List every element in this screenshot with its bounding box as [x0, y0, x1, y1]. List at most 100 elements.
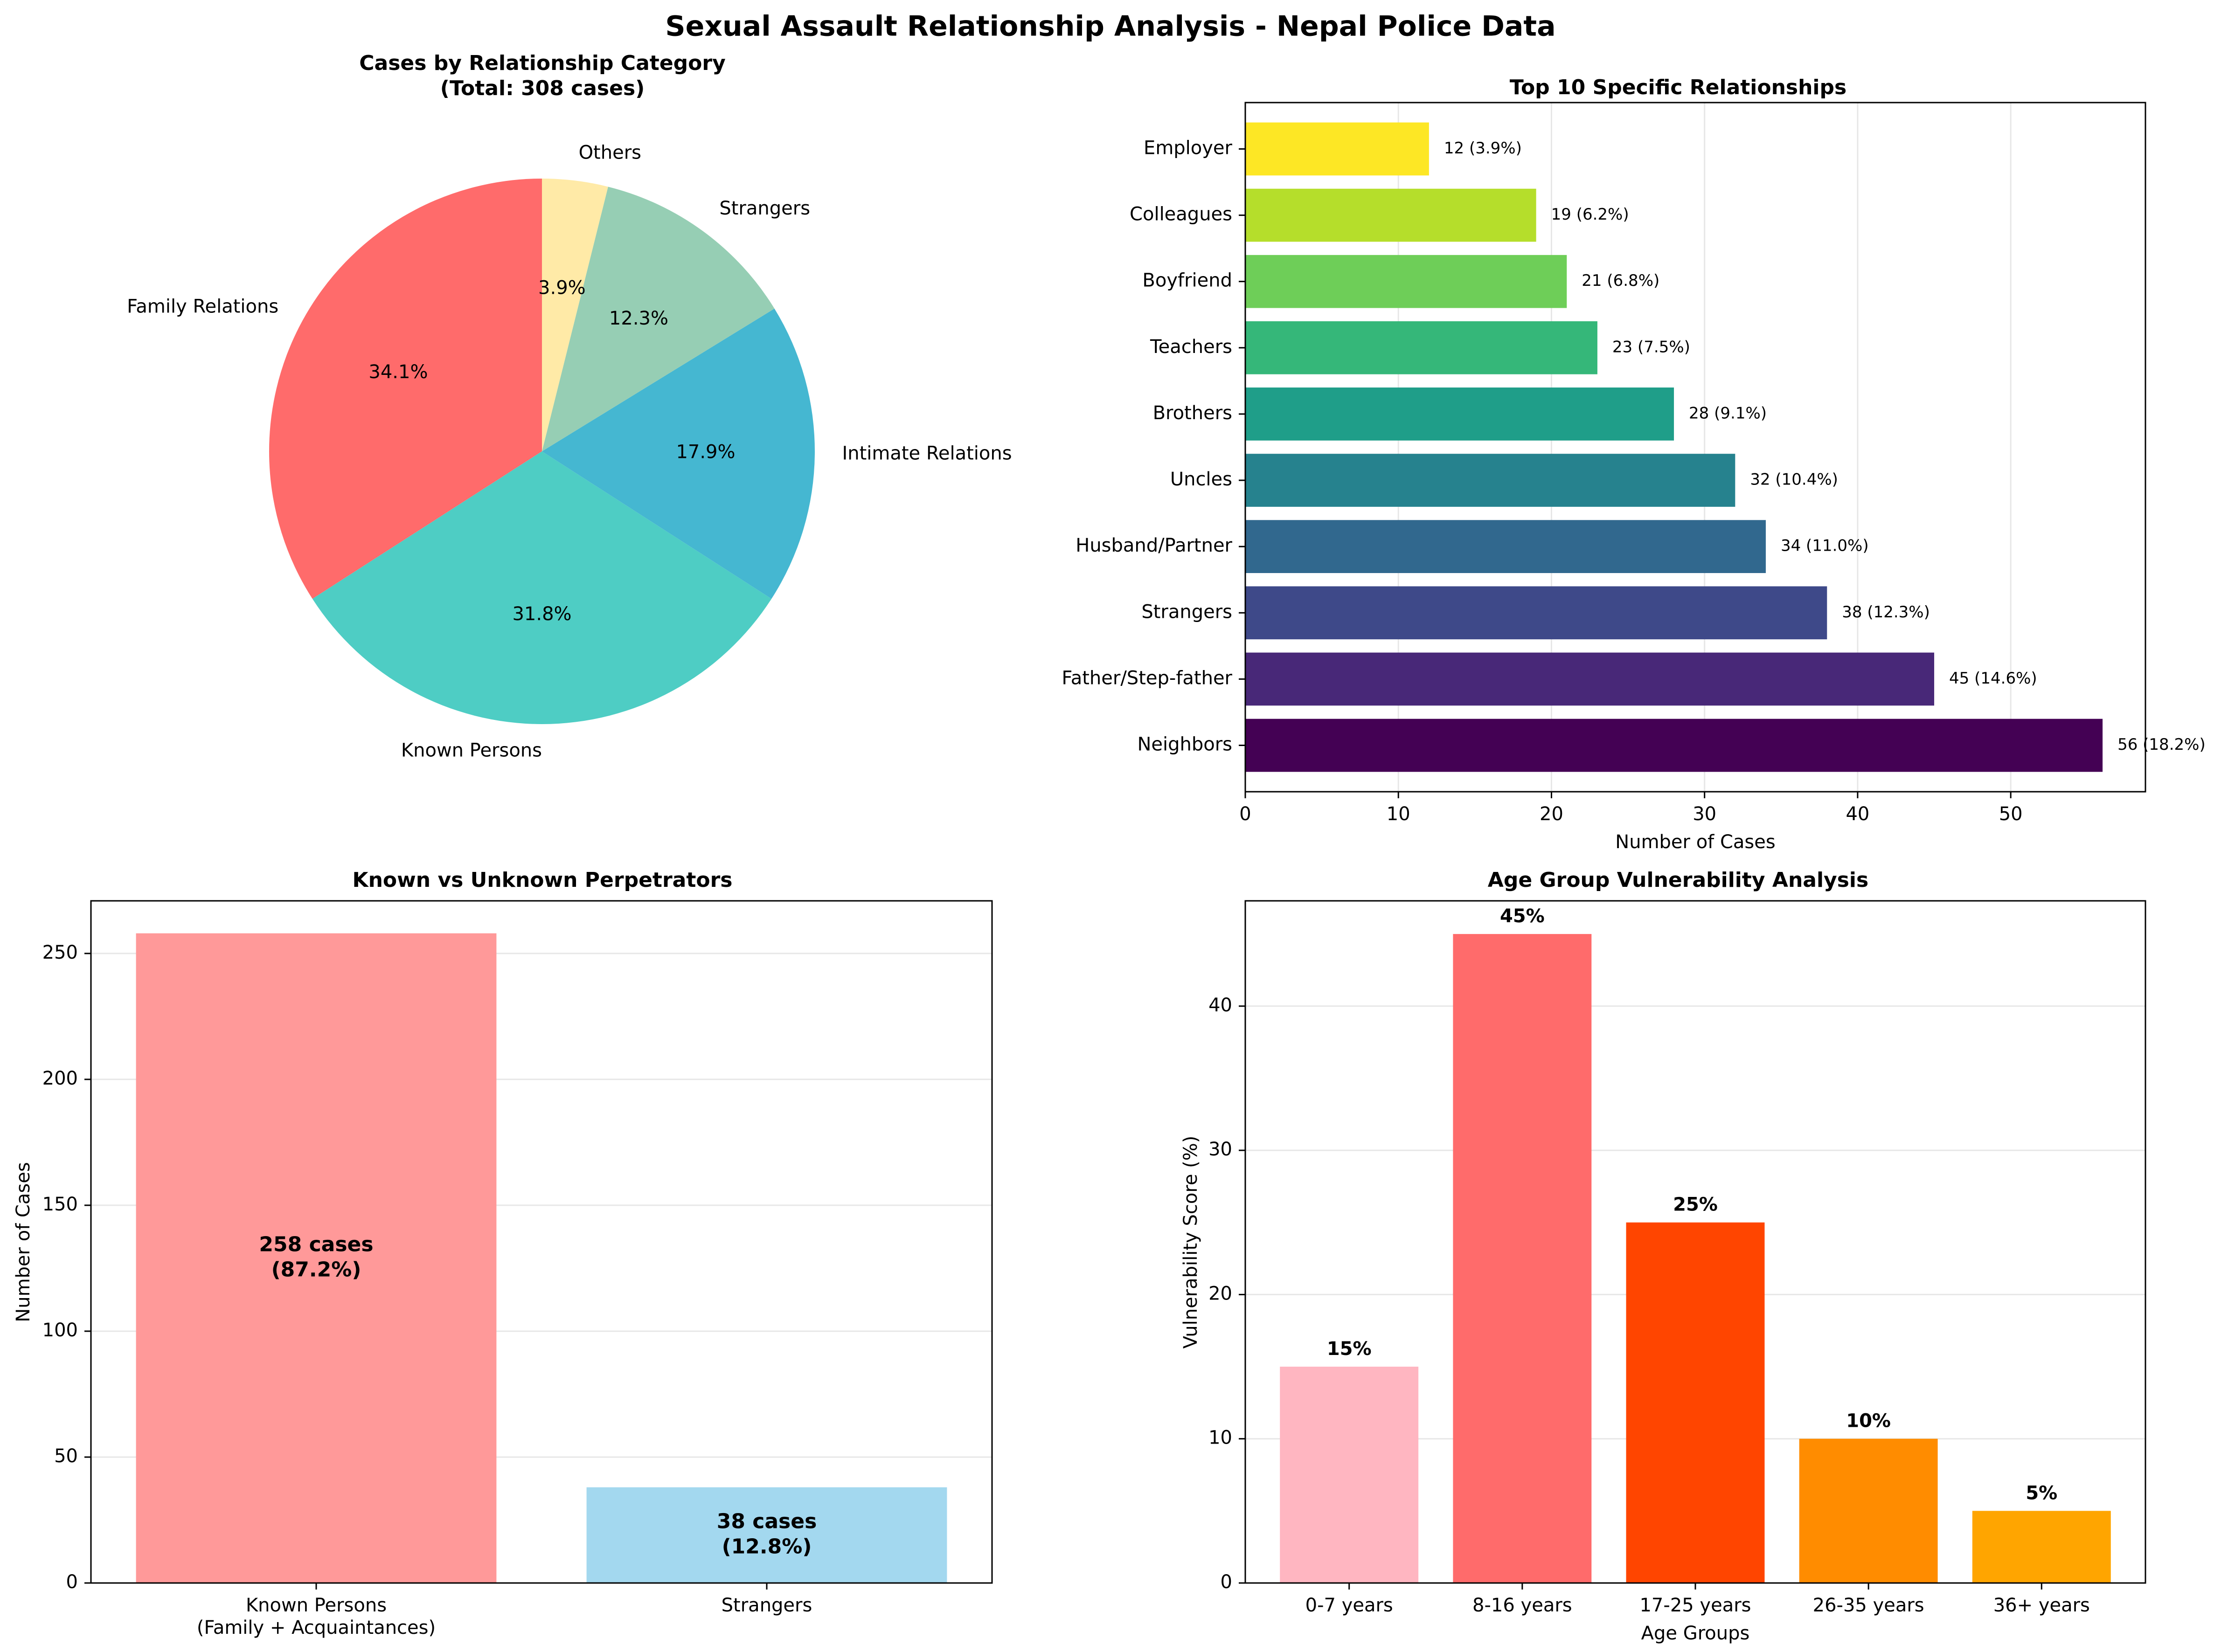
- age-bar-2: [1626, 1222, 1765, 1583]
- age-vulnerability-category-ticks: 0-7 years 8-16 years 17-25 years 26-35 year…: [1305, 1583, 2090, 1616]
- pie-category-label-3: Strangers: [719, 198, 810, 219]
- pie-slice-0: [269, 179, 542, 599]
- hbar-bar-8: [1245, 188, 1536, 242]
- kv-category-label-line1-1: Strangers: [722, 1595, 812, 1616]
- age-bar-0: [1280, 1367, 1419, 1583]
- age-bar-4: [1972, 1511, 2111, 1583]
- top-relationships-data-labels: 56 (18.2%) 45 (14.6%) 38 (12.3%) 34 (11.0%)…: [1444, 139, 2206, 754]
- pie-pct-label-1: 31.8%: [512, 603, 571, 625]
- known-vs-unknown-bar-labels: 258 cases(87.2%) 38 cases(12.8%): [259, 1232, 817, 1558]
- hbar-category-label-1: Father/Step-father: [1062, 667, 1232, 689]
- top-relationships-category-ticks: Neighbors Father/Step-father Strangers Husb…: [1062, 137, 1245, 755]
- age-category-label-1: 8-16 years: [1472, 1595, 1572, 1616]
- age-category-label-4: 36+ years: [1993, 1595, 2090, 1616]
- age-category-label-2: 17-25 years: [1639, 1595, 1751, 1616]
- hbar-x-tick-label-2: 20: [1540, 803, 1563, 825]
- pie-slice-2: [542, 308, 815, 599]
- age-category-label-0: 0-7 years: [1305, 1595, 1393, 1616]
- age-y-tick-label-3: 30: [1208, 1139, 1232, 1160]
- known-vs-unknown-category-ticks: Known Persons(Family + Acquaintances) Str…: [197, 1583, 812, 1638]
- hbar-x-tick-label-5: 50: [1999, 803, 2023, 825]
- pie-category-label-4: Others: [579, 142, 641, 163]
- kv-y-tick-label-1: 50: [54, 1445, 78, 1467]
- age-vulnerability-data-labels: 15% 45% 25% 10% 5%: [1327, 905, 2057, 1504]
- known-vs-unknown-y-ticks: 0 50 100 150 200 250: [42, 942, 91, 1593]
- figure-suptitle: Sexual Assault Relationship Analysis - N…: [665, 10, 1555, 43]
- hbar-data-label-7: 21 (6.8%): [1582, 271, 1659, 290]
- hbar-bar-2: [1245, 586, 1827, 640]
- hbar-data-label-3: 34 (11.0%): [1781, 537, 1869, 555]
- age-vulnerability-x-axis-label: Age Groups: [1641, 1623, 1750, 1644]
- pie-chart-title: Cases by Relationship Category: [359, 51, 726, 75]
- age-vulnerability-chart-panel: Age Group Vulnerability Analysis 15% 45% 2…: [1180, 868, 2146, 1644]
- pie-pct-label-2: 17.9%: [676, 442, 735, 463]
- age-data-label-1: 45%: [1500, 905, 1545, 927]
- age-data-label-4: 5%: [2026, 1482, 2057, 1504]
- hbar-x-tick-label-4: 40: [1846, 803, 1869, 825]
- pie-slice-4: [542, 179, 608, 451]
- age-y-tick-label-2: 20: [1208, 1283, 1232, 1304]
- hbar-data-label-9: 12 (3.9%): [1444, 139, 1522, 158]
- age-data-label-0: 15%: [1327, 1338, 1372, 1360]
- known-vs-unknown-title: Known vs Unknown Perpetrators: [353, 868, 733, 892]
- hbar-bar-7: [1245, 255, 1567, 308]
- kv-y-tick-label-3: 150: [42, 1194, 78, 1215]
- age-y-tick-label-1: 10: [1208, 1427, 1232, 1449]
- known-vs-unknown-y-axis-label: Number of Cases: [13, 1162, 34, 1322]
- age-y-tick-label-4: 40: [1208, 995, 1232, 1016]
- hbar-category-label-9: Employer: [1144, 137, 1232, 159]
- pie-category-label-0: Family Relations: [127, 296, 278, 318]
- hbar-bar-5: [1245, 387, 1674, 441]
- hbar-bar-9: [1245, 122, 1429, 176]
- kv-bar-0: [136, 933, 497, 1583]
- top-relationships-axes-frame: [1244, 102, 2146, 793]
- pie-labels: 34.1% Family Relations 31.8% Known Persons 1…: [127, 142, 1012, 761]
- pie-pct-label-0: 34.1%: [368, 361, 428, 383]
- hbar-bar-1: [1245, 652, 1935, 706]
- pie-pct-label-3: 12.3%: [609, 308, 668, 329]
- hbar-data-label-2: 38 (12.3%): [1842, 603, 1930, 622]
- kv-bar-label-line2-1: (12.8%): [722, 1534, 812, 1558]
- age-vulnerability-bars: [1280, 934, 2111, 1583]
- top-relationships-chart-panel: Top 10 Specific Relationships 56 (18.2%)…: [1062, 76, 2205, 853]
- known-vs-unknown-axes-frame: [90, 900, 993, 1584]
- hbar-category-label-7: Boyfriend: [1142, 270, 1232, 291]
- hbar-bar-3: [1245, 520, 1766, 574]
- kv-y-tick-label-4: 200: [42, 1068, 78, 1089]
- top-relationships-x-axis-label: Number of Cases: [1615, 831, 1775, 853]
- pie-chart-subtitle: (Total: 308 cases): [440, 76, 645, 100]
- kv-y-tick-label-0: 0: [66, 1571, 78, 1593]
- hbar-data-label-0: 56 (18.2%): [2117, 735, 2206, 754]
- hbar-bar-4: [1245, 454, 1735, 507]
- hbar-bar-0: [1245, 719, 2103, 772]
- hbar-x-tick-label-0: 0: [1239, 803, 1251, 825]
- hbar-category-label-5: Brothers: [1153, 402, 1232, 424]
- hbar-category-label-0: Neighbors: [1137, 734, 1232, 755]
- age-bar-1: [1453, 934, 1592, 1583]
- known-vs-unknown-chart-panel: Known vs Unknown Perpetrators 258 cases(…: [13, 868, 993, 1638]
- top-relationships-x-ticks: 0 10 20 30 40 50: [1239, 792, 2023, 825]
- age-bar-3: [1799, 1438, 1938, 1583]
- kv-category-label-line2-0: (Family + Acquaintances): [197, 1617, 436, 1638]
- hbar-x-tick-label-3: 30: [1693, 803, 1716, 825]
- kv-bar-label-line1-0: 258 cases: [259, 1232, 373, 1256]
- top-relationships-title: Top 10 Specific Relationships: [1510, 76, 1846, 99]
- pie-category-label-2: Intimate Relations: [842, 443, 1012, 464]
- age-category-label-3: 26-35 years: [1813, 1595, 1924, 1616]
- kv-y-tick-label-2: 100: [42, 1320, 78, 1341]
- pie-pct-label-4: 3.9%: [538, 277, 586, 299]
- age-data-label-2: 25%: [1673, 1194, 1718, 1216]
- top-relationships-bars: [1245, 122, 2103, 772]
- hbar-data-label-8: 19 (6.2%): [1551, 205, 1629, 224]
- kv-y-tick-label-5: 250: [42, 942, 78, 963]
- hbar-bar-6: [1245, 321, 1597, 374]
- age-vulnerability-axes-frame: [1244, 900, 2146, 1584]
- pie-slices: [269, 179, 815, 724]
- hbar-data-label-4: 32 (10.4%): [1750, 470, 1838, 489]
- age-y-tick-label-0: 0: [1221, 1571, 1232, 1593]
- age-data-label-3: 10%: [1846, 1410, 1891, 1432]
- known-vs-unknown-bars: [136, 933, 947, 1583]
- age-vulnerability-title: Age Group Vulnerability Analysis: [1488, 868, 1868, 892]
- kv-bar-label-line2-0: (87.2%): [271, 1258, 361, 1281]
